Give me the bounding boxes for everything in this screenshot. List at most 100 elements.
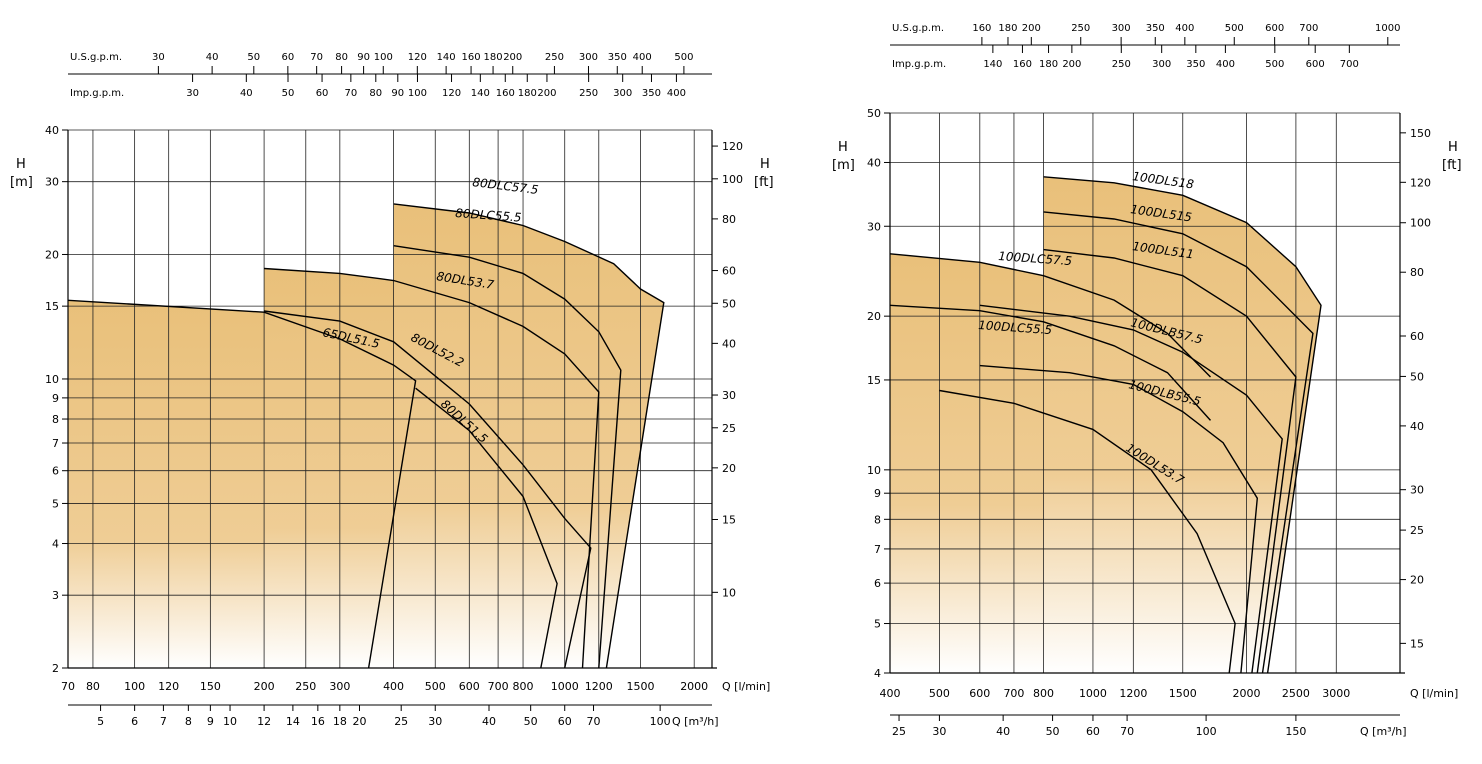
- y-left-label-5: 5: [874, 618, 881, 631]
- usgpm-label-180: 180: [484, 52, 503, 63]
- usgpm-label-500: 500: [1225, 23, 1244, 34]
- y-right-label-15: 15: [722, 514, 736, 527]
- x-m3h-label-50: 50: [524, 715, 538, 728]
- usgpm-label-60: 60: [281, 52, 294, 63]
- x-lmin-label-1000: 1000: [1079, 687, 1107, 700]
- y-right-label-120: 120: [1410, 176, 1431, 189]
- y-right-label-20: 20: [722, 462, 736, 475]
- x-m3h-label-20: 20: [353, 715, 367, 728]
- x-m3h-label-8: 8: [185, 715, 192, 728]
- impgpm-label-60: 60: [316, 88, 329, 99]
- y-right-label-100: 100: [1410, 217, 1431, 230]
- x-m3h-label-12: 12: [257, 715, 271, 728]
- x-m3h-label-25: 25: [394, 715, 408, 728]
- impgpm-label-100: 100: [408, 88, 427, 99]
- x-lmin-label-150: 150: [200, 680, 221, 693]
- y-left-unit: [m]: [832, 158, 855, 173]
- y-left-label-30: 30: [45, 176, 59, 189]
- usgpm-label-80: 80: [335, 52, 348, 63]
- usgpm-label-300: 300: [579, 52, 598, 63]
- y-left-label-2: 2: [52, 662, 59, 675]
- y-left-label-8: 8: [52, 413, 59, 426]
- curve-100dl515: [1043, 211, 1314, 674]
- x-lmin-label-600: 600: [969, 687, 990, 700]
- impgpm-label-300: 300: [1152, 59, 1171, 70]
- usgpm-title: U.S.g.p.m.: [70, 52, 122, 63]
- impgpm-label-350: 350: [642, 88, 661, 99]
- x-m3h-label-40: 40: [482, 715, 496, 728]
- curve-65dl51-5: [67, 299, 417, 669]
- y-right-label-25: 25: [722, 422, 736, 435]
- curve-80dlc57-5: [393, 203, 665, 669]
- y-right-title: H: [760, 157, 770, 172]
- usgpm-label-200: 200: [503, 52, 522, 63]
- x-lmin-label-200: 200: [254, 680, 275, 693]
- y-left-label-8: 8: [874, 513, 881, 526]
- impgpm-label-200: 200: [1062, 59, 1081, 70]
- x-lmin-label-2000: 2000: [680, 680, 708, 693]
- x-lmin-label-400: 400: [383, 680, 404, 693]
- impgpm-label-120: 120: [442, 88, 461, 99]
- x-m3h-label-150: 150: [1285, 725, 1306, 738]
- impgpm-label-180: 180: [1039, 59, 1058, 70]
- x-m3h-label-9: 9: [207, 715, 214, 728]
- impgpm-label-30: 30: [186, 88, 199, 99]
- x-m3h-label-7: 7: [160, 715, 167, 728]
- y-right-unit: [ft]: [754, 175, 774, 190]
- usgpm-label-350: 350: [1146, 23, 1165, 34]
- x-lmin-label-700: 700: [488, 680, 509, 693]
- y-left-label-15: 15: [867, 374, 881, 387]
- x-lmin-label-700: 700: [1003, 687, 1024, 700]
- curve-label-80dlc55-5: 80DLC55.5: [455, 206, 522, 225]
- x-lmin-label-100: 100: [124, 680, 145, 693]
- curve-100dlb57-5: [979, 304, 1283, 674]
- usgpm-label-120: 120: [408, 52, 427, 63]
- y-left-label-10: 10: [867, 464, 881, 477]
- y-right-label-80: 80: [1410, 266, 1424, 279]
- curve-80dl52-2: [264, 310, 592, 669]
- y-left-label-4: 4: [52, 538, 59, 551]
- usgpm-label-400: 400: [633, 52, 652, 63]
- curve-80dlc55-5: [393, 245, 622, 669]
- x-lmin-label-1000: 1000: [551, 680, 579, 693]
- usgpm-label-70: 70: [310, 52, 323, 63]
- x-m3h-label-30: 30: [932, 725, 946, 738]
- curve-100dl518: [1043, 176, 1322, 674]
- usgpm-label-350: 350: [608, 52, 627, 63]
- usgpm-label-200: 200: [1022, 23, 1041, 34]
- x-m3h-label-70: 70: [1120, 725, 1134, 738]
- usgpm-label-300: 300: [1112, 23, 1131, 34]
- y-right-label-30: 30: [1410, 484, 1424, 497]
- y-right-title: H: [1448, 140, 1458, 155]
- y-right-label-50: 50: [1410, 370, 1424, 383]
- x-lmin-label-400: 400: [880, 687, 901, 700]
- usgpm-label-160: 160: [972, 23, 991, 34]
- curve-80dl51-5: [415, 387, 558, 669]
- usgpm-label-400: 400: [1175, 23, 1194, 34]
- y-left-label-4: 4: [874, 667, 881, 680]
- y-left-label-6: 6: [52, 465, 59, 478]
- impgpm-label-200: 200: [537, 88, 556, 99]
- x-m3h-label-18: 18: [333, 715, 347, 728]
- x-m3h-label-30: 30: [428, 715, 442, 728]
- usgpm-label-140: 140: [437, 52, 456, 63]
- x-m3h-label-10: 10: [223, 715, 237, 728]
- x-lmin-label-500: 500: [425, 680, 446, 693]
- impgpm-label-500: 500: [1265, 59, 1284, 70]
- y-left-label-5: 5: [52, 497, 59, 510]
- usgpm-label-30: 30: [152, 52, 165, 63]
- usgpm-label-600: 600: [1265, 23, 1284, 34]
- x-m3h-label-40: 40: [996, 725, 1010, 738]
- x-m3h-label-100: 100: [1196, 725, 1217, 738]
- y-right-label-10: 10: [722, 586, 736, 599]
- y-left-label-10: 10: [45, 373, 59, 386]
- impgpm-label-140: 140: [983, 59, 1002, 70]
- x-lmin-label-300: 300: [329, 680, 350, 693]
- x-m3h-label-50: 50: [1046, 725, 1060, 738]
- y-left-label-6: 6: [874, 577, 881, 590]
- x-m3h-label-25: 25: [892, 725, 906, 738]
- curve-label-100dlc55-5: 100DLC55.5: [978, 318, 1053, 337]
